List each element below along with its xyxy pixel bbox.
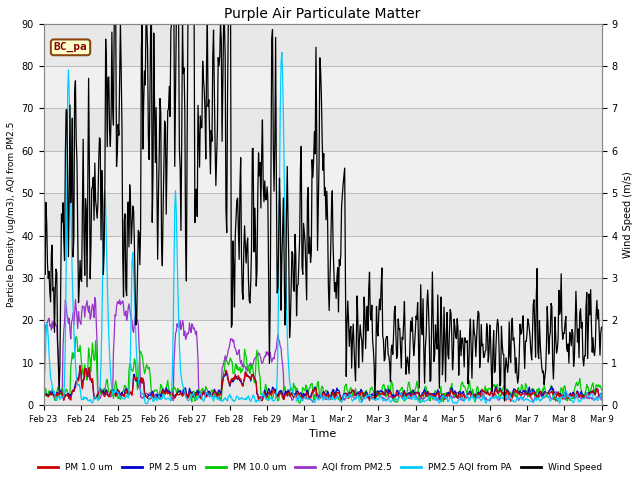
Y-axis label: Wind Speed (m/s): Wind Speed (m/s): [623, 171, 633, 258]
Bar: [44, 24, 602, 66]
X-axis label: Time: Time: [309, 430, 336, 440]
Title: Purple Air Particulate Matter: Purple Air Particulate Matter: [225, 7, 420, 21]
Bar: [44, 278, 602, 320]
Bar: [44, 108, 602, 151]
Bar: [44, 193, 602, 236]
Bar: [44, 363, 602, 405]
Text: BC_pa: BC_pa: [54, 42, 88, 52]
Y-axis label: Particle Density (ug/m3), AQI from PM2.5: Particle Density (ug/m3), AQI from PM2.5: [7, 121, 16, 307]
Legend: PM 1.0 um, PM 2.5 um, PM 10.0 um, AQI from PM2.5, PM2.5 AQI from PA, Wind Speed: PM 1.0 um, PM 2.5 um, PM 10.0 um, AQI fr…: [35, 459, 605, 476]
